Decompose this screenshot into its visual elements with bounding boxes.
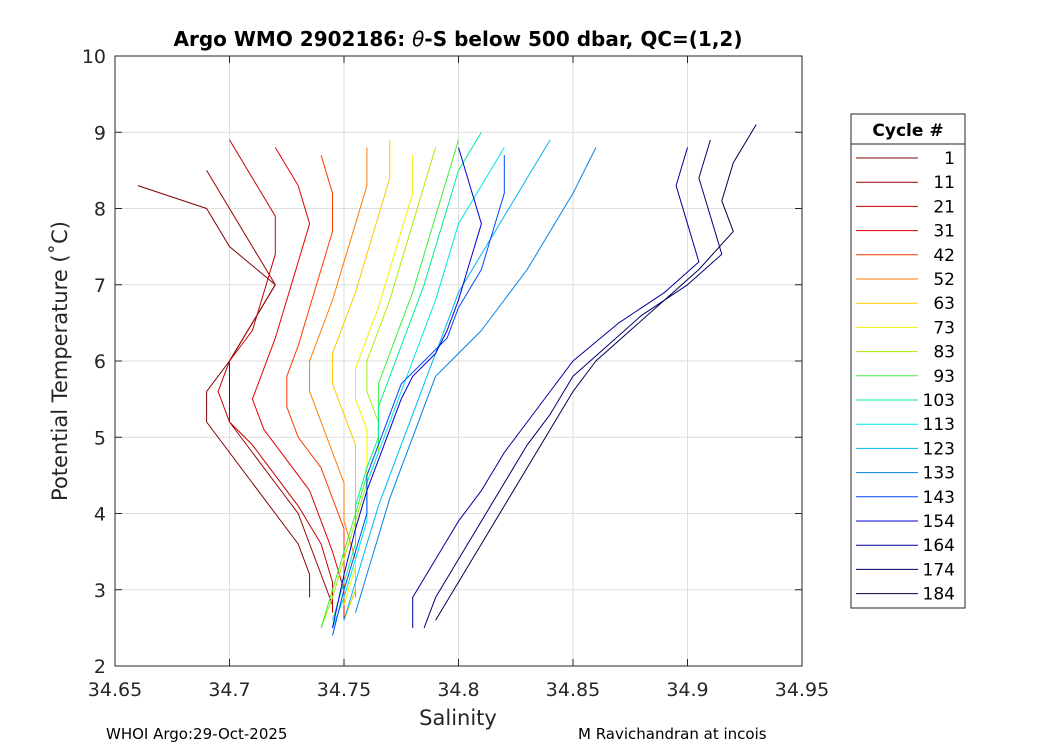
series-line-cycle-164 [412, 147, 700, 628]
legend-label-cycle-1: 1 [944, 149, 955, 169]
series-line-cycle-11 [206, 170, 333, 606]
series-line-cycle-133 [355, 147, 597, 613]
series-line-cycle-143 [332, 155, 505, 636]
y-tick-label: 10 [82, 46, 106, 68]
series-line-cycle-21 [217, 139, 333, 613]
y-axis-label: Potential Temperature (˚C) [48, 221, 72, 501]
legend-label-cycle-174: 174 [923, 560, 955, 580]
legend-box [850, 113, 966, 609]
y-tick-label: 4 [94, 504, 106, 526]
series-line-cycle-174 [423, 139, 723, 629]
series-line-cycle-31 [251, 147, 345, 621]
footer-credit: M Ravichandran at incois [578, 725, 767, 743]
legend-label-cycle-164: 164 [923, 536, 955, 556]
legend-label-cycle-83: 83 [933, 343, 955, 363]
y-tick-label: 2 [94, 656, 106, 678]
series-line-cycle-113 [332, 147, 505, 629]
legend-label-cycle-63: 63 [933, 294, 955, 314]
legend-label-cycle-133: 133 [923, 464, 955, 484]
legend-label-cycle-73: 73 [933, 318, 955, 338]
legend: Cycle # 11121314252637383931031131231331… [850, 113, 966, 609]
x-tick-label: 34.9 [666, 679, 708, 701]
legend-title: Cycle # [872, 121, 943, 141]
series-line-cycle-83 [320, 147, 437, 629]
x-tick-label: 34.7 [208, 679, 250, 701]
series-line-cycle-1 [137, 185, 311, 598]
legend-label-cycle-123: 123 [923, 439, 955, 459]
y-tick-label: 6 [94, 351, 106, 373]
y-tick-label: 8 [94, 199, 106, 221]
legend-label-cycle-143: 143 [923, 488, 955, 508]
y-tick-label: 5 [94, 427, 106, 449]
legend-label-cycle-154: 154 [923, 512, 955, 532]
legend-label-cycle-184: 184 [923, 585, 955, 605]
legend-label-cycle-21: 21 [933, 197, 955, 217]
x-tick-label: 34.8 [437, 679, 479, 701]
x-tick-label: 34.65 [88, 679, 142, 701]
x-tick-label: 34.85 [546, 679, 600, 701]
legend-label-cycle-42: 42 [933, 246, 955, 266]
series-lines [137, 124, 757, 636]
legend-label-cycle-52: 52 [933, 270, 955, 290]
y-tick-label: 9 [94, 122, 106, 144]
series-line-cycle-154 [332, 147, 482, 629]
legend-label-cycle-31: 31 [933, 222, 955, 242]
chart-title: Argo WMO 2902186: θ-S below 500 dbar, QC… [174, 27, 743, 51]
series-line-cycle-52 [309, 147, 368, 598]
series-line-cycle-184 [435, 124, 757, 621]
axis-ticks: 34.65 34.7 34.75 34.8 34.85 34.9 34.95 2 3 4 5 6 7 8 9… [82, 46, 829, 701]
legend-label-cycle-113: 113 [923, 415, 955, 435]
series-line-cycle-123 [343, 139, 551, 621]
y-tick-label: 7 [94, 275, 106, 297]
series-line-cycle-42 [286, 154, 345, 605]
footer-source: WHOI Argo:29-Oct-2025 [106, 725, 288, 743]
legend-label-cycle-103: 103 [923, 391, 955, 411]
x-tick-label: 34.75 [317, 679, 371, 701]
series-line-cycle-103 [332, 132, 482, 621]
x-tick-label: 34.95 [775, 679, 829, 701]
y-tick-label: 3 [94, 580, 106, 602]
legend-label-cycle-11: 11 [933, 173, 955, 193]
series-line-cycle-93 [320, 139, 459, 629]
legend-label-cycle-93: 93 [933, 367, 955, 387]
x-axis-label: Salinity [419, 706, 497, 730]
